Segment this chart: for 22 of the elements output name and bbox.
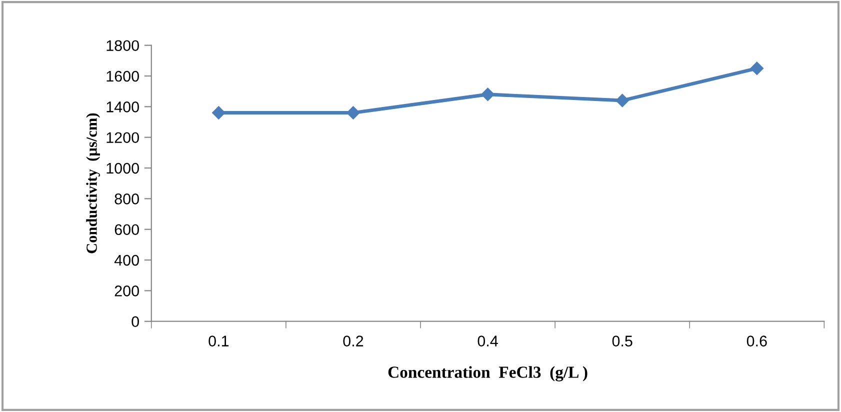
y-tick-label: 800 — [114, 194, 139, 204]
point — [346, 106, 360, 120]
x-axis-title: Concentration FeCl3 (g/L ) — [388, 366, 588, 382]
point — [212, 106, 226, 120]
x-tick-label: 0.1 — [208, 336, 229, 346]
y-tick-label: 1800 — [106, 40, 139, 52]
y-tick-label: 1000 — [106, 162, 139, 174]
y-tick-label: 600 — [114, 224, 139, 236]
y-tick-label: 200 — [114, 286, 139, 296]
y-tick-label: 0 — [132, 316, 139, 328]
y-tick-label: 1400 — [106, 102, 139, 112]
y-tick-label: 1200 — [106, 132, 139, 144]
point — [616, 94, 629, 108]
x-tick-label: 0.2 — [343, 336, 364, 346]
x-tick-label: 0.4 — [478, 336, 498, 346]
y-tick-label: 1600 — [106, 70, 139, 82]
x-tick-label: 0.6 — [746, 336, 767, 346]
x-tick-label: 0.5 — [612, 336, 632, 346]
point — [750, 62, 764, 75]
y-tick-label: 400 — [114, 254, 139, 266]
point — [481, 88, 494, 101]
y-axis-title: Conductivity (µs/cm) — [86, 113, 100, 254]
